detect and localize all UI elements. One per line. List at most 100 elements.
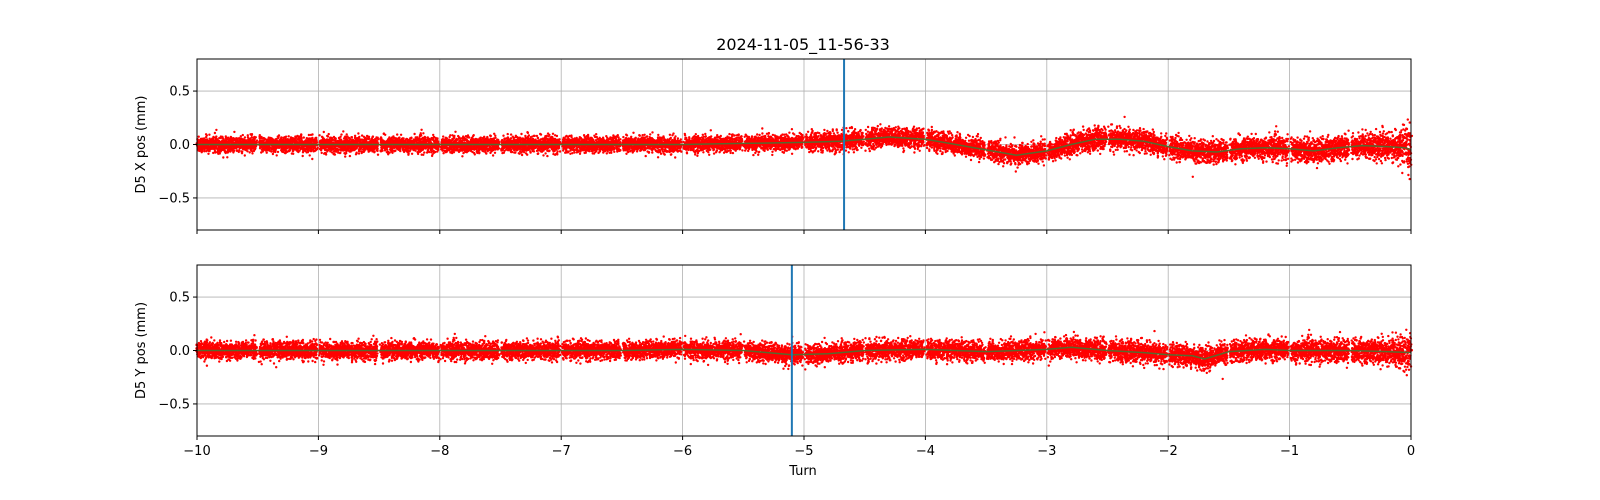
data-point [357, 152, 361, 155]
data-point [226, 136, 230, 139]
data-point [558, 138, 561, 141]
data-point [494, 134, 497, 137]
data-point [542, 154, 545, 157]
data-point [265, 151, 268, 154]
data-point [501, 149, 504, 152]
data-point [345, 133, 348, 136]
data-point [232, 137, 235, 140]
data-point [442, 152, 445, 155]
data-point [327, 132, 330, 136]
data-point [376, 147, 379, 150]
data-point [388, 151, 391, 154]
data-point [520, 153, 524, 157]
data-point [203, 148, 206, 151]
data-point [416, 152, 420, 156]
data-point [258, 134, 261, 137]
data-point [489, 134, 492, 138]
data-point [578, 152, 582, 155]
data-point [237, 150, 240, 154]
data-point [358, 135, 361, 139]
data-point [539, 133, 543, 136]
data-point [349, 150, 352, 153]
data-point [207, 152, 210, 155]
data-point [546, 154, 549, 158]
data-point [509, 133, 513, 136]
data-point [394, 149, 397, 152]
data-point [551, 132, 555, 135]
data-point [301, 151, 305, 154]
data-point [380, 148, 384, 152]
data-point [287, 135, 290, 138]
data-point [212, 151, 215, 155]
data-point [367, 135, 371, 138]
data-point [558, 150, 562, 153]
data-point [224, 151, 227, 155]
data-point [497, 147, 501, 150]
data-point [526, 131, 529, 134]
data-point [275, 154, 278, 157]
data-point [414, 149, 417, 152]
data-point [243, 136, 247, 139]
data-point [311, 157, 314, 161]
data-point [478, 151, 481, 154]
data-point [373, 150, 376, 153]
data-point [413, 132, 416, 136]
data-point [339, 135, 342, 138]
data-point [250, 133, 254, 136]
data-point [223, 141, 227, 144]
data-point [493, 151, 497, 154]
data-point [344, 155, 347, 158]
data-point [239, 135, 242, 138]
data-point [300, 133, 303, 137]
data-point [473, 151, 476, 155]
data-point [251, 152, 254, 155]
data-point [537, 149, 541, 152]
data-point [311, 133, 314, 136]
data-point [319, 149, 323, 152]
data-point [326, 135, 330, 138]
data-point [376, 153, 380, 156]
data-point [208, 133, 211, 136]
data-point [238, 137, 241, 140]
data-point [271, 152, 275, 156]
data-point [509, 137, 513, 140]
data-point [235, 149, 239, 153]
data-point [502, 134, 505, 137]
data-point [419, 133, 423, 137]
data-point [486, 135, 489, 139]
data-point [284, 135, 288, 138]
data-point [526, 153, 529, 156]
data-point [318, 134, 321, 137]
data-point [248, 151, 251, 154]
data-point [555, 134, 559, 138]
data-point [461, 155, 464, 158]
data-point [295, 136, 298, 139]
data-point [226, 156, 229, 159]
data-point [227, 150, 230, 153]
data-point [524, 134, 527, 138]
data-point [246, 134, 249, 137]
data-point [423, 151, 426, 154]
data-point [548, 133, 551, 137]
data-point [301, 154, 304, 158]
data-point [203, 137, 206, 140]
data-point [514, 151, 517, 154]
data-point [240, 152, 244, 155]
data-point [583, 135, 586, 138]
data-point [203, 150, 206, 153]
data-point [573, 151, 576, 154]
data-point [292, 152, 295, 155]
data-point [399, 149, 402, 153]
data-point [442, 135, 445, 138]
data-point [548, 149, 551, 153]
data-point [320, 151, 323, 155]
data-point [254, 136, 257, 139]
data-point [241, 133, 244, 137]
data-point [311, 136, 314, 140]
data-point [434, 150, 437, 154]
data-point [215, 128, 218, 132]
data-point [539, 138, 542, 141]
data-point [479, 136, 482, 139]
data-point [384, 133, 387, 136]
data-point [222, 156, 225, 159]
